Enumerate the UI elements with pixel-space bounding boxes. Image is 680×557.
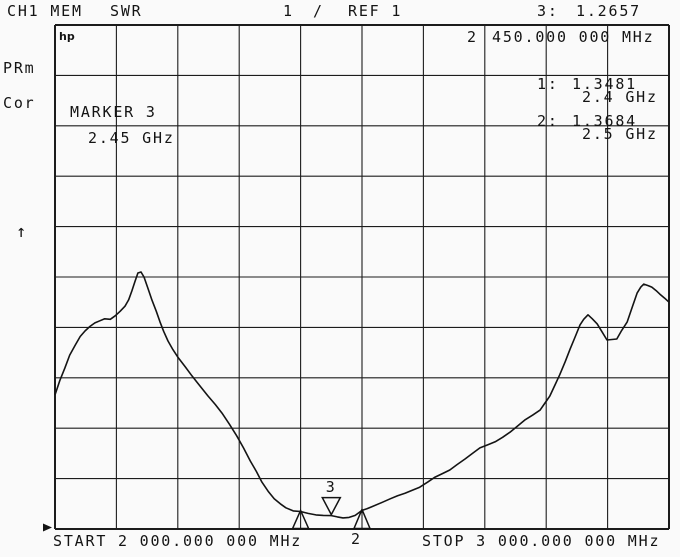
marker-3-label: 3: [325, 477, 335, 496]
sweep-start-arrow-icon: [43, 523, 52, 532]
marker-2-label: 2: [351, 529, 361, 548]
graticule-grid: [54, 24, 670, 530]
status-cor: Cor: [3, 94, 36, 112]
ref-up-arrow-icon: ↑: [16, 222, 27, 242]
marker-readout-2-value: 1.3684: [572, 112, 637, 130]
marker-readout-2-id: 2:: [537, 112, 559, 130]
swr-trace: [54, 271, 670, 519]
hp-logo: hp: [59, 30, 75, 43]
marker-readout-1-value: 1.3481: [572, 75, 637, 93]
active-marker-freq-value: 450.000 000 MHz: [492, 28, 655, 46]
active-marker-freq-thousands: 2: [467, 28, 478, 46]
trace-markers: [291, 496, 372, 530]
marker-3-symbol: [321, 496, 342, 517]
annotation-marker-label: MARKER 3: [70, 103, 157, 121]
marker-readout-2-freq: 2.5 GHz: [582, 125, 658, 143]
marker-readout-1-freq: 2.4 GHz: [582, 88, 658, 106]
header-scale-divider: /: [313, 2, 324, 20]
annotation-marker-freq: 2.45 GHz: [88, 129, 175, 147]
header-scale: 1: [283, 2, 294, 20]
marker-1-symbol: [291, 508, 310, 530]
header-format: SWR: [110, 2, 143, 20]
start-frequency-label: START 2 000.000 000 MHz: [53, 532, 303, 550]
stop-frequency-label: STOP 3 000.000 000 MHz: [422, 532, 661, 550]
header-active-marker-id: 3:: [537, 2, 559, 20]
status-prm: PRm: [3, 59, 36, 77]
header-active-marker-value: 1.2657: [576, 2, 641, 20]
marker-readout-1-id: 1:: [537, 75, 559, 93]
header-ref: REF 1: [348, 2, 403, 20]
marker-2-symbol: [352, 507, 372, 530]
header-channel-trace: CH1 MEM: [7, 2, 83, 20]
